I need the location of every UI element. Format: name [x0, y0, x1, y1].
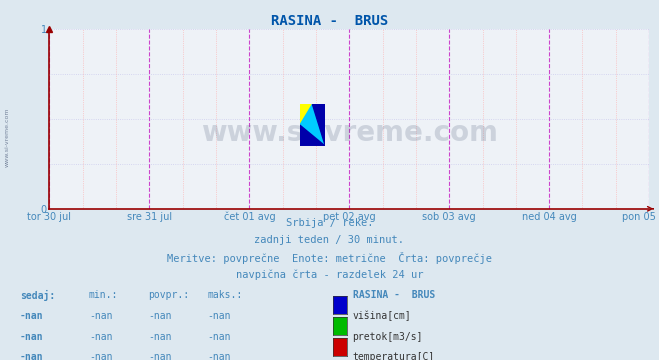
Text: sedaj:: sedaj: [20, 290, 55, 301]
Text: www.si-vreme.com: www.si-vreme.com [5, 107, 10, 167]
Text: maks.:: maks.: [208, 290, 243, 300]
Text: -nan: -nan [148, 352, 172, 360]
Text: zadnji teden / 30 minut.: zadnji teden / 30 minut. [254, 235, 405, 245]
Text: -nan: -nan [208, 352, 231, 360]
Text: pretok[m3/s]: pretok[m3/s] [353, 332, 423, 342]
Text: -nan: -nan [20, 311, 43, 321]
Text: RASINA -  BRUS: RASINA - BRUS [271, 14, 388, 28]
Text: povpr.:: povpr.: [148, 290, 189, 300]
Polygon shape [300, 125, 325, 146]
Text: -nan: -nan [148, 332, 172, 342]
Text: RASINA -  BRUS: RASINA - BRUS [353, 290, 435, 300]
Text: -nan: -nan [89, 352, 113, 360]
Text: -nan: -nan [20, 332, 43, 342]
Polygon shape [300, 104, 312, 125]
Text: www.si-vreme.com: www.si-vreme.com [201, 119, 498, 147]
Text: -nan: -nan [208, 311, 231, 321]
Text: -nan: -nan [20, 352, 43, 360]
Text: Meritve: povprečne  Enote: metrične  Črta: povprečje: Meritve: povprečne Enote: metrične Črta:… [167, 252, 492, 264]
Text: temperatura[C]: temperatura[C] [353, 352, 435, 360]
Text: -nan: -nan [148, 311, 172, 321]
Text: -nan: -nan [89, 311, 113, 321]
Text: min.:: min.: [89, 290, 119, 300]
Text: -nan: -nan [89, 332, 113, 342]
Text: navpična črta - razdelek 24 ur: navpična črta - razdelek 24 ur [236, 270, 423, 280]
Text: Srbija / reke.: Srbija / reke. [286, 218, 373, 228]
Text: višina[cm]: višina[cm] [353, 311, 411, 321]
Polygon shape [300, 104, 325, 146]
Text: -nan: -nan [208, 332, 231, 342]
Polygon shape [312, 104, 325, 146]
